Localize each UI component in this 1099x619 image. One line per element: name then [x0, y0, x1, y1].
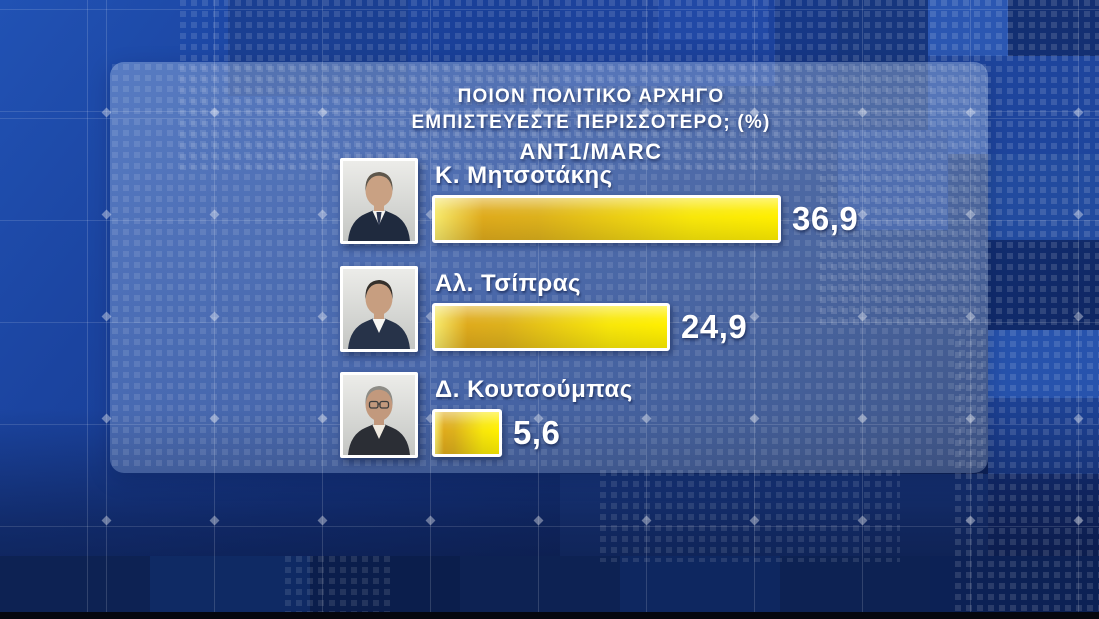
- poll-value: 24,9: [681, 308, 748, 345]
- candidate-name: Αλ. Τσίπρας: [435, 270, 581, 297]
- poll-row: Κ. Μητσοτάκης 36,9: [340, 158, 1060, 254]
- chart-title: ΠΟΙΟΝ ΠΟΛΙΤΙΚΟ ΑΡΧΗΓΟ ΕΜΠΙΣΤΕΥΕΣΤΕ ΠΕΡΙΣ…: [361, 84, 821, 165]
- title-line-1: ΠΟΙΟΝ ΠΟΛΙΤΙΚΟ ΑΡΧΗΓΟ: [457, 86, 725, 107]
- poll-bar: [432, 409, 502, 457]
- portrait-photo: [340, 266, 418, 352]
- candidate-name: Δ. Κουτσούμπας: [435, 376, 633, 403]
- title-line-2: ΕΜΠΙΣΤΕΥΕΣΤΕ ΠΕΡΙΣΣΟΤΕΡΟ; (%): [411, 112, 771, 133]
- portrait-photo: [340, 372, 418, 458]
- poll-bar: [432, 195, 781, 243]
- poll-value: 5,6: [513, 414, 561, 451]
- poll-value: 36,9: [792, 200, 859, 237]
- portrait-photo: [340, 158, 418, 244]
- candidate-name: Κ. Μητσοτάκης: [435, 162, 613, 189]
- poll-row: Δ. Κουτσούμπας 5,6: [340, 372, 1060, 468]
- poll-row: Αλ. Τσίπρας 24,9: [340, 266, 1060, 362]
- poll-bar: [432, 303, 670, 351]
